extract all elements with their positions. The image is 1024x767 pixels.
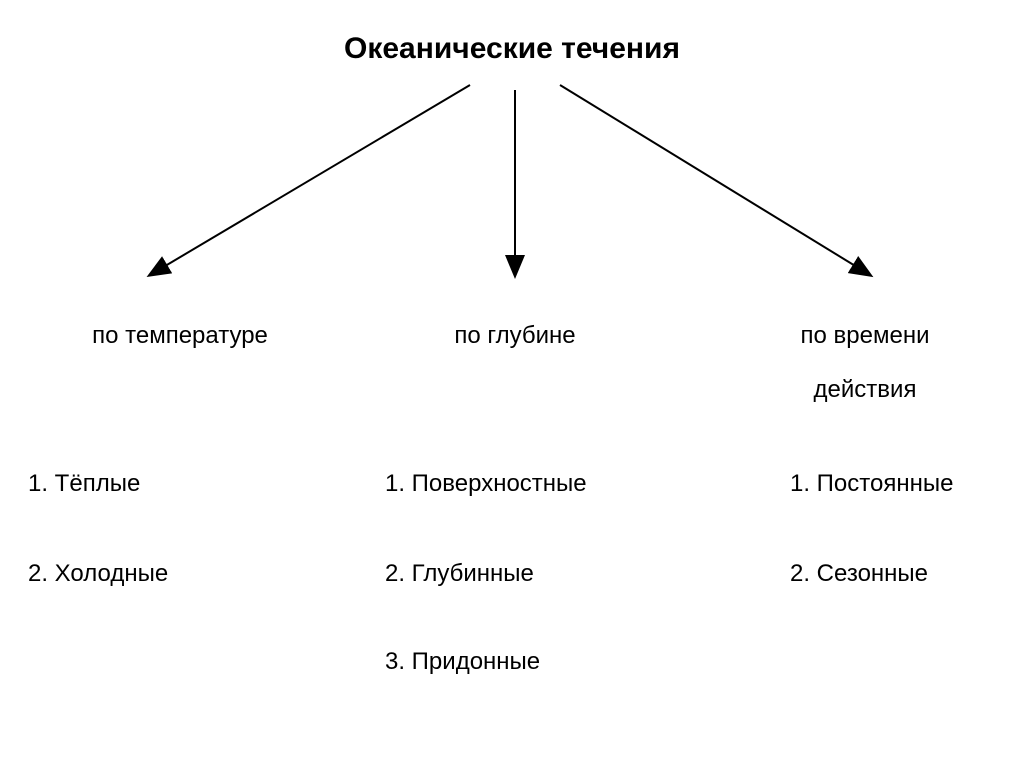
branch-label-temperature: по температуре	[75, 322, 285, 350]
branch1-item1: 1. Тёплые	[28, 470, 140, 498]
branch-label-time-line1: по времени	[770, 322, 960, 350]
arrows-svg	[0, 80, 1024, 300]
arrows-container	[0, 80, 1024, 300]
branch3-item2: 2. Сезонные	[790, 560, 928, 588]
arrow-left	[150, 85, 470, 275]
branch-label-time-line2: действия	[770, 376, 960, 404]
branch-label-depth: по глубине	[420, 322, 610, 350]
branch3-item1: 1. Постоянные	[790, 470, 953, 498]
arrow-right	[560, 85, 870, 275]
branch2-item3: 3. Придонные	[385, 648, 540, 676]
diagram-title: Океанические течения	[0, 32, 1024, 66]
branch1-item2: 2. Холодные	[28, 560, 168, 588]
branch2-item1: 1. Поверхностные	[385, 470, 587, 498]
branch2-item2: 2. Глубинные	[385, 560, 534, 588]
